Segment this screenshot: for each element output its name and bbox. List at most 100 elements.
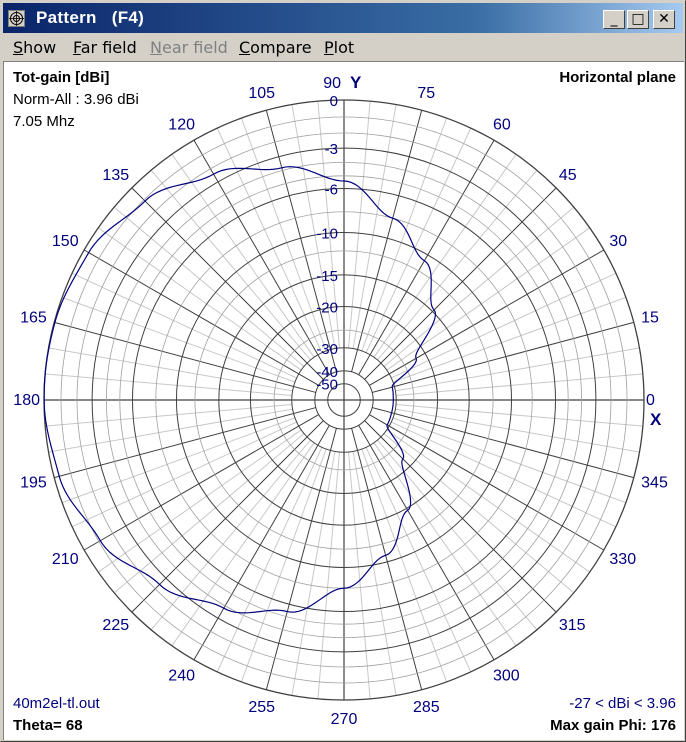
major-spoke bbox=[83, 414, 319, 551]
angle-tick-label: 210 bbox=[52, 551, 79, 568]
close-button[interactable]: ✕ bbox=[653, 10, 675, 29]
angle-tick-label: 330 bbox=[609, 551, 636, 568]
angle-tick-label: 75 bbox=[417, 85, 435, 102]
minor-spoke bbox=[216, 447, 323, 673]
db-tick-label: -6 bbox=[325, 182, 338, 199]
angle-tick-label: 165 bbox=[20, 310, 47, 327]
major-spoke bbox=[193, 425, 330, 661]
db-tick-label: -40 bbox=[316, 364, 338, 381]
angle-tick-label: 270 bbox=[331, 711, 358, 728]
menu-compare[interactable]: Compare bbox=[239, 38, 312, 57]
menu-show[interactable]: Show bbox=[13, 38, 57, 57]
range-ring bbox=[218, 274, 470, 526]
range-ring bbox=[175, 231, 513, 569]
minimize-button[interactable]: _ bbox=[603, 10, 625, 29]
db-tick-label: -10 bbox=[316, 225, 338, 242]
range-ring bbox=[291, 347, 397, 453]
angle-tick-label: 195 bbox=[20, 474, 47, 491]
maximize-button[interactable]: □ bbox=[627, 10, 649, 29]
menu-far-field[interactable]: Far field bbox=[73, 38, 137, 57]
frequency-label: 7.05 Mhz bbox=[13, 113, 75, 130]
angle-tick-label: 90 bbox=[323, 75, 341, 92]
minor-spoke bbox=[150, 169, 311, 361]
major-spoke bbox=[372, 321, 634, 393]
angle-tick-label: 105 bbox=[248, 85, 275, 102]
max-gain-phi-label: Max gain Phi: 176 bbox=[550, 717, 676, 734]
minor-ring bbox=[60, 116, 628, 684]
plot-canvas: 0 -3 -6 -10 -15 -20 -30 -40 -50 0 15 30 45 60 75 90 105 1… bbox=[3, 61, 684, 740]
db-tick-label: -20 bbox=[316, 299, 338, 316]
angle-tick-label: 15 bbox=[641, 310, 659, 327]
menu-near-field[interactable]: Near field bbox=[150, 38, 228, 57]
minor-spoke bbox=[377, 169, 538, 361]
angle-tick-label: 300 bbox=[493, 667, 520, 684]
pattern-curve bbox=[43, 166, 437, 614]
angle-tick-label: 255 bbox=[248, 699, 275, 716]
angle-tick-label: 240 bbox=[168, 667, 195, 684]
title-bar[interactable]: Pattern (F4) _ □ ✕ bbox=[3, 3, 683, 33]
app-icon bbox=[8, 10, 25, 27]
minor-spoke bbox=[113, 206, 305, 367]
minor-ring bbox=[119, 175, 569, 625]
range-ring bbox=[327, 383, 361, 417]
minor-spoke bbox=[377, 439, 538, 631]
major-spoke bbox=[358, 425, 495, 661]
angle-tick-label: 60 bbox=[493, 117, 511, 134]
minor-spoke bbox=[113, 433, 305, 594]
minor-spoke bbox=[216, 127, 323, 353]
minor-ring bbox=[273, 329, 415, 471]
plane-label: Horizontal plane bbox=[559, 69, 676, 86]
major-spoke bbox=[351, 110, 423, 372]
file-label: 40m2el-tl.out bbox=[13, 695, 100, 712]
db-tick-label: -15 bbox=[316, 268, 338, 285]
minor-ring bbox=[105, 161, 583, 639]
y-axis-label: Y bbox=[350, 73, 362, 92]
minor-spoke bbox=[71, 421, 297, 528]
polar-chart: 0 -3 -6 -10 -15 -20 -30 -40-50 0 15 30 45 60 75 90 105 1… bbox=[13, 73, 668, 728]
minor-spoke bbox=[365, 127, 472, 353]
window-title: Pattern (F4) bbox=[36, 8, 145, 27]
major-spoke bbox=[369, 249, 605, 386]
major-spoke bbox=[54, 321, 316, 393]
angle-tick-label: 120 bbox=[168, 117, 195, 134]
minor-spoke bbox=[383, 433, 575, 594]
major-spoke bbox=[372, 407, 634, 479]
major-spoke bbox=[358, 139, 495, 375]
minor-spoke bbox=[391, 272, 617, 379]
db-tick-label: -3 bbox=[325, 141, 338, 158]
minor-spoke bbox=[383, 206, 575, 367]
angle-tick-label: 345 bbox=[641, 474, 668, 491]
db-tick-label: -30 bbox=[316, 341, 338, 358]
x-axis-label: X bbox=[650, 410, 662, 429]
major-spoke bbox=[364, 420, 557, 613]
angle-tick-label: 315 bbox=[559, 617, 586, 634]
major-spoke bbox=[369, 414, 605, 551]
theta-label: Theta= 68 bbox=[13, 717, 83, 734]
angle-tick-label: 30 bbox=[609, 233, 627, 250]
major-spoke bbox=[265, 428, 337, 690]
major-spoke bbox=[131, 187, 324, 380]
menu-plot[interactable]: Plot bbox=[324, 38, 355, 57]
angle-tick-label: 285 bbox=[413, 699, 440, 716]
angle-tick-label: 180 bbox=[13, 392, 40, 409]
norm-label: Norm-All : 3.96 dBi bbox=[13, 91, 139, 108]
minor-spoke bbox=[150, 439, 311, 631]
range-ring bbox=[91, 147, 597, 653]
angle-tick-label: 150 bbox=[52, 233, 79, 250]
minor-ring bbox=[76, 132, 612, 668]
major-spoke bbox=[83, 249, 319, 386]
db-tick-label: -50 bbox=[316, 377, 338, 394]
angle-tick-label: 0 bbox=[646, 392, 655, 409]
angle-tick-label: 225 bbox=[102, 617, 129, 634]
db-tick-label: 0 bbox=[330, 93, 338, 110]
angle-tick-label: 135 bbox=[102, 167, 129, 184]
range-ring bbox=[132, 188, 556, 612]
major-spoke bbox=[265, 110, 337, 372]
gain-type-label: Tot-gain [dBi] bbox=[13, 69, 110, 86]
major-spoke bbox=[364, 187, 557, 380]
angle-tick-label: 45 bbox=[559, 167, 577, 184]
range-ring bbox=[249, 305, 439, 495]
menu-bar: Show Far field Near field Compare Plot bbox=[3, 35, 683, 59]
minor-spoke bbox=[71, 272, 297, 379]
